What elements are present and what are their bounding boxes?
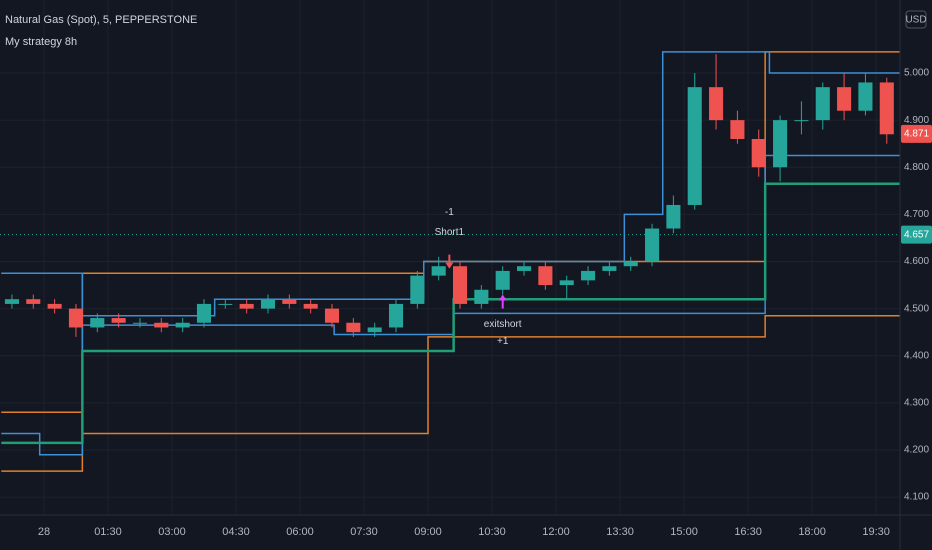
candle-body [645,228,660,262]
candle-body [26,299,41,304]
x-tick-label: 04:30 [222,526,250,538]
x-tick-label: 09:00 [414,526,442,538]
candle-body [666,204,681,229]
x-tick-label: 12:00 [542,526,570,538]
signal-arrow [445,254,454,269]
candle-body [260,299,276,309]
signal-label: -1 [445,207,454,218]
candle-body [68,308,84,328]
currency[interactable]: USD [905,15,926,26]
candle-body [303,303,318,309]
candle-body [431,266,446,276]
candle-body [474,289,489,304]
price-badge-label: 4.657 [904,229,929,240]
y-tick-label: 4.100 [904,492,929,503]
price-badge-label: 4.871 [904,128,929,139]
channel-line [1,182,900,445]
currency-box[interactable] [905,10,927,29]
candle-body [623,261,638,267]
y-tick-label: 4.300 [904,397,929,408]
candle-body [175,322,190,328]
candle-body [794,120,809,122]
x-tick-label: 28 [38,526,50,538]
signal-label: Short1 [435,227,465,238]
signal-arrow [498,294,507,309]
channel-line [1,314,900,472]
price-badge [901,124,932,143]
x-tick-label: 13:30 [606,526,634,538]
candle-body [837,87,852,111]
chart-subtitle: My strategy 8h [5,36,77,48]
candle-body [346,322,361,333]
x-tick-label: 03:00 [158,526,186,538]
candle-body [154,322,169,328]
x-tick-label: 16:30 [734,526,762,538]
candle-body [282,299,297,304]
y-tick-label: 4.800 [904,162,929,173]
y-tick-label: 4.600 [904,256,929,267]
candle-body [879,82,894,135]
candle-body [602,266,617,271]
y-tick-label: 4.200 [904,445,929,456]
candle-body [815,87,830,121]
x-tick-label: 15:00 [670,526,698,538]
candle-body [90,318,105,328]
candle-body [367,327,382,333]
candle-body [730,120,745,139]
candle-body [538,266,553,286]
candle-body [559,280,574,286]
candle-body [709,87,724,121]
y-tick-label: 4.700 [904,209,929,220]
candle-body [452,266,468,304]
candle-body [773,120,788,168]
x-tick-label: 19:30 [862,526,890,538]
candle-body [4,299,19,304]
candle-body [581,270,596,281]
candle-body [196,303,212,323]
candle-body [410,275,425,304]
candle-body [132,322,148,324]
candle-body [516,266,532,271]
candle-body [495,270,510,290]
signal-label: exitshort [484,319,522,330]
candle-body [111,318,126,323]
x-tick-label: 07:30 [350,526,378,538]
candle-body [687,87,702,205]
x-tick-label: 06:00 [286,526,314,538]
y-tick-label: 5.000 [904,68,929,79]
candle-body [324,308,340,323]
signal-label: +1 [497,336,509,347]
price-badge [901,225,932,244]
y-tick-label: 4.500 [904,303,929,314]
candle-body [858,82,873,111]
x-tick-label: 01:30 [94,526,122,538]
candle-body [218,303,233,305]
y-tick-label: 4.400 [904,350,929,361]
candle-body [388,303,404,328]
x-tick-label: 18:00 [798,526,826,538]
chart-title: Natural Gas (Spot), 5, PEPPERSTONE [5,14,197,26]
candle-body [47,303,62,309]
candle-body [751,138,766,168]
x-tick-label: 10:30 [478,526,506,538]
candle-body [239,303,254,309]
y-tick-label: 4.900 [904,115,929,126]
channel-line [1,51,900,317]
